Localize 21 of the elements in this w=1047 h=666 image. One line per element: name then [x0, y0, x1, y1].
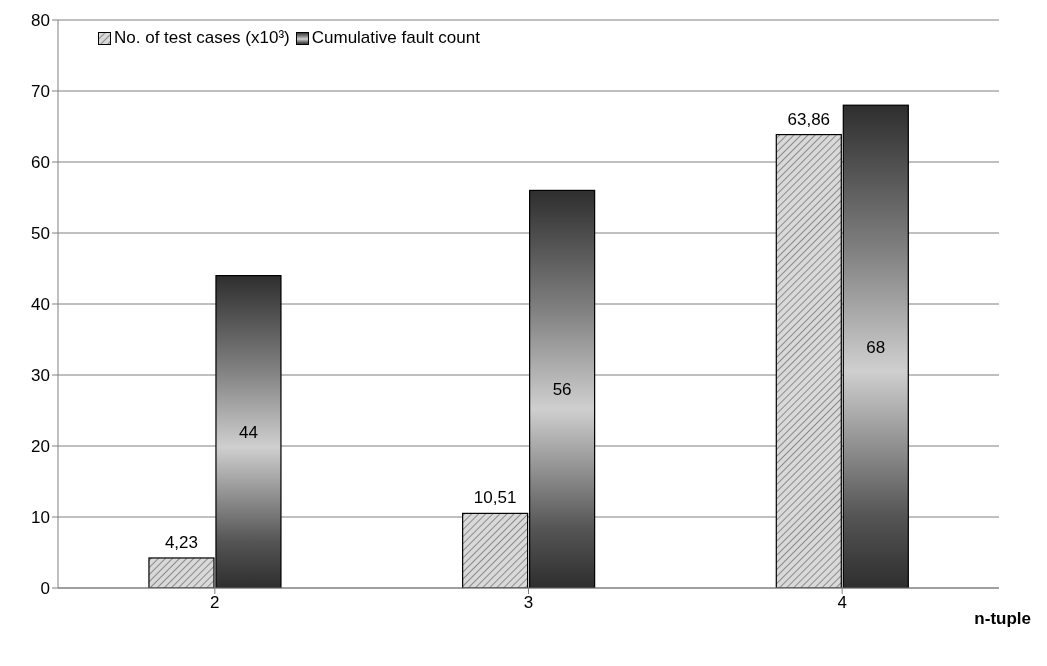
- data-label: 56: [552, 380, 572, 400]
- legend-label: No. of test cases (x10³): [114, 28, 290, 48]
- y-tick-label: 40: [31, 295, 50, 315]
- data-label: 4,23: [164, 532, 199, 552]
- y-tick-label: 50: [31, 224, 50, 244]
- x-tick-label: 2: [210, 593, 220, 613]
- data-label: 44: [239, 422, 258, 442]
- legend-label: Cumulative fault count: [311, 28, 480, 48]
- y-tick-label: 80: [31, 11, 50, 31]
- y-tick-label: 10: [31, 508, 50, 528]
- y-tick-label: 60: [31, 153, 50, 173]
- y-tick-label: 20: [31, 437, 50, 457]
- data-label: 10,51: [473, 488, 517, 508]
- y-tick-label: 0: [40, 579, 50, 599]
- x-axis-title: n-tuple: [974, 609, 1031, 628]
- data-label: 68: [866, 337, 886, 357]
- y-tick-label: 70: [31, 82, 50, 102]
- x-tick-label: 3: [523, 593, 534, 613]
- y-tick-label: 30: [31, 366, 50, 386]
- data-label: 63,86: [787, 109, 831, 129]
- x-tick-label: 4: [837, 593, 847, 613]
